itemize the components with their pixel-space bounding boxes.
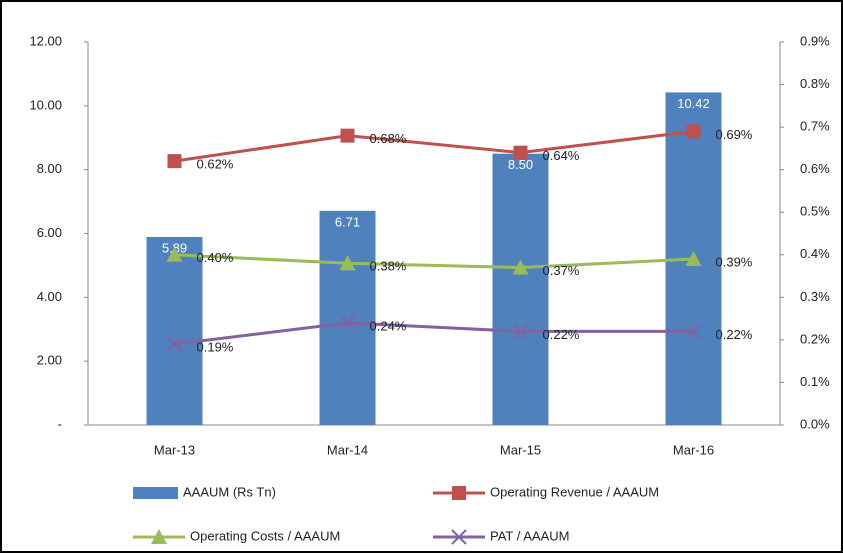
y-tick-label: 6.00 bbox=[37, 225, 62, 240]
data-label: 0.62% bbox=[197, 157, 234, 172]
data-label: 0.38% bbox=[370, 259, 407, 274]
data-label: 0.37% bbox=[543, 263, 580, 278]
bar-label: 6.71 bbox=[335, 214, 360, 229]
bar-label: 8.50 bbox=[508, 157, 533, 172]
line-marker bbox=[513, 145, 528, 160]
line-marker bbox=[685, 251, 702, 267]
series-line bbox=[174, 321, 694, 346]
bar bbox=[319, 210, 376, 425]
legend-swatch bbox=[133, 487, 178, 499]
line-marker bbox=[512, 259, 529, 275]
legend-label: Operating Costs / AAAUM bbox=[190, 528, 340, 543]
data-label: 0.22% bbox=[716, 327, 753, 342]
x-tick-label: Mar-13 bbox=[154, 442, 195, 457]
series-line bbox=[174, 129, 694, 163]
y2-tick-label: 0.8% bbox=[800, 76, 830, 91]
legend-marker bbox=[452, 486, 466, 500]
line-marker bbox=[685, 323, 702, 340]
line-marker bbox=[166, 246, 183, 262]
data-label: 0.40% bbox=[197, 250, 234, 265]
line-marker bbox=[686, 124, 701, 139]
data-label: 0.39% bbox=[716, 254, 753, 269]
y2-tick-label: 0.6% bbox=[800, 161, 830, 176]
y2-tick-label: 0.5% bbox=[800, 204, 830, 219]
legend-marker bbox=[151, 529, 167, 544]
legend-marker bbox=[451, 529, 467, 545]
line-marker bbox=[166, 336, 183, 352]
y2-tick-label: 0.7% bbox=[800, 119, 830, 134]
y2-tick-label: 0.3% bbox=[800, 289, 830, 304]
y2-tick-label: 0.2% bbox=[800, 331, 830, 346]
series-line bbox=[174, 253, 694, 270]
y2-tick-label: 0.9% bbox=[800, 33, 830, 48]
line-marker bbox=[339, 315, 356, 331]
data-label: 0.64% bbox=[543, 148, 580, 163]
x-tick-label: Mar-16 bbox=[673, 442, 714, 457]
y2-tick-label: 0.1% bbox=[800, 374, 830, 389]
y2-tick-label: 0.0% bbox=[800, 416, 830, 431]
bar-label: 10.42 bbox=[677, 96, 710, 111]
y-tick-label: 12.00 bbox=[29, 33, 62, 48]
data-label: 0.24% bbox=[370, 318, 407, 333]
line-marker bbox=[340, 128, 355, 143]
data-label: 0.19% bbox=[197, 340, 234, 355]
data-label: 0.69% bbox=[716, 127, 753, 142]
legend-label: PAT / AAAUM bbox=[490, 528, 569, 543]
y-tick-label: 10.00 bbox=[29, 97, 62, 112]
data-label: 0.22% bbox=[543, 327, 580, 342]
bar bbox=[492, 153, 549, 426]
line-marker bbox=[512, 323, 529, 340]
legend-label: AAAUM (Rs Tn) bbox=[183, 484, 276, 499]
y-tick-label: 4.00 bbox=[37, 289, 62, 304]
x-tick-label: Mar-15 bbox=[500, 442, 541, 457]
y-tick-label: 2.00 bbox=[37, 353, 62, 368]
y-tick-label: - bbox=[58, 416, 62, 431]
line-marker bbox=[339, 255, 356, 271]
y-tick-label: 8.00 bbox=[37, 161, 62, 176]
bar bbox=[146, 237, 203, 425]
line-marker bbox=[167, 154, 182, 169]
y2-tick-label: 0.4% bbox=[800, 246, 830, 261]
legend-label: Operating Revenue / AAAUM bbox=[490, 484, 659, 499]
x-tick-label: Mar-14 bbox=[327, 442, 368, 457]
data-label: 0.68% bbox=[370, 131, 407, 146]
